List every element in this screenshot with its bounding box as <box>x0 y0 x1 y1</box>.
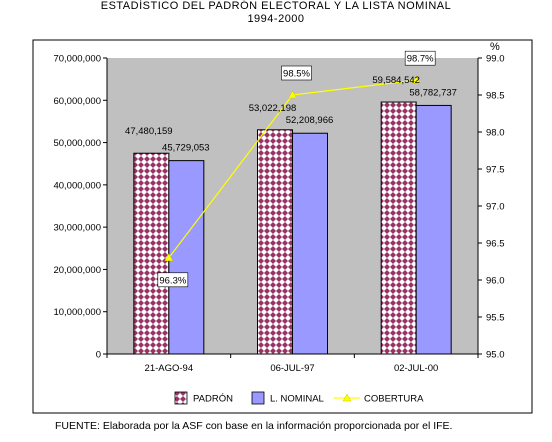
right-tick-label: 97.5 <box>486 165 505 176</box>
right-tick-label: 99.0 <box>486 54 505 65</box>
right-tick-label: 98.5 <box>486 91 505 102</box>
x-tick-label: 06-JUL-97 <box>270 363 314 374</box>
legend-swatch-l-nominal <box>251 391 265 405</box>
right-tick-label: 97.0 <box>486 202 505 213</box>
point-cobertura <box>288 90 297 99</box>
data-label-padron: 47,480,159 <box>125 126 173 137</box>
bar-padron <box>257 129 293 355</box>
point-cobertura <box>411 75 421 84</box>
data-label-padron: 53,022,198 <box>249 103 297 114</box>
left-tick-label: 70,000,000 <box>53 54 101 65</box>
legend-swatch-padron <box>174 391 188 405</box>
data-label-l-nominal: 52,208,966 <box>286 115 334 126</box>
legend-label-l-nominal: L. NOMINAL <box>270 394 324 405</box>
data-label-cobertura: 98.7% <box>407 54 434 65</box>
right-tick-label: 96.5 <box>486 239 505 250</box>
left-tick-label: 50,000,000 <box>53 138 101 149</box>
data-label-l-nominal: 58,782,737 <box>409 87 457 98</box>
left-tick-label: 20,000,000 <box>53 265 101 276</box>
right-tick-label: 96.0 <box>486 276 505 287</box>
point-cobertura <box>164 253 174 262</box>
x-tick-label: 02-JUL-00 <box>394 363 438 374</box>
data-label-padron: 59,584,542 <box>372 75 420 86</box>
data-label-box-cobertura <box>281 65 312 81</box>
legend-marker-cobertura <box>342 393 352 402</box>
legend-label-cobertura: COBERTURA <box>364 394 424 405</box>
left-tick-label: 60,000,000 <box>53 96 101 107</box>
right-tick-label: 95.0 <box>486 350 505 361</box>
left-tick-label: 10,000,000 <box>53 307 101 318</box>
bar-padron <box>133 152 170 355</box>
bar-padron <box>380 101 417 355</box>
legend: PADRÓN L. NOMINAL COBERTURA <box>174 391 424 405</box>
left-tick-label: 0 <box>96 350 101 361</box>
right-tick-label: 95.5 <box>486 313 505 324</box>
chart-subtitle: 1994-2000 <box>247 13 305 25</box>
right-axis-label: % <box>490 41 500 53</box>
data-label-cobertura: 98.5% <box>283 69 310 80</box>
left-tick-label: 40,000,000 <box>53 180 101 191</box>
bar-l-nominal <box>415 104 452 355</box>
data-label-cobertura: 96.3% <box>159 275 186 286</box>
data-label-box-cobertura <box>157 272 189 288</box>
data-label-l-nominal: 45,729,053 <box>162 143 210 154</box>
source-note: FUENTE: Elaborada por la ASF con base en… <box>55 420 453 432</box>
left-tick-label: 30,000,000 <box>53 223 101 234</box>
chart-title: ESTADÍSTICO DEL PADRÓN ELECTORAL Y LA LI… <box>100 0 452 12</box>
x-tick-label: 21-AGO-94 <box>145 363 194 374</box>
bar-l-nominal <box>168 160 205 355</box>
right-tick-label: 98.0 <box>486 128 505 139</box>
data-label-box-cobertura <box>404 50 436 66</box>
bar-l-nominal <box>292 132 328 355</box>
legend-label-padron: PADRÓN <box>193 394 233 405</box>
